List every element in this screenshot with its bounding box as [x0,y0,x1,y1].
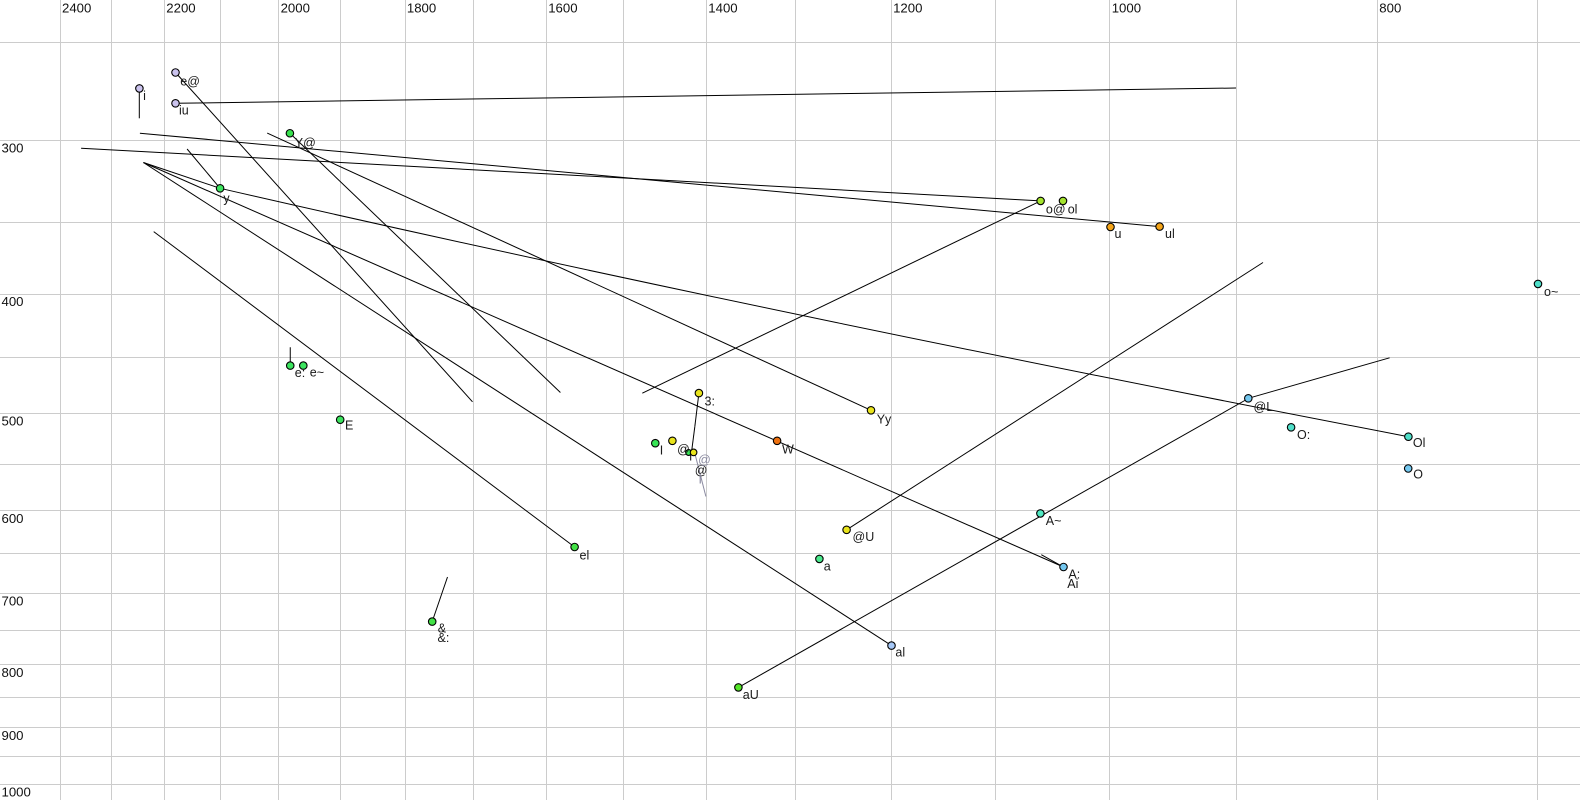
svg-text:O:: O: [1297,428,1310,442]
svg-text:1800: 1800 [407,0,436,15]
svg-text:1000: 1000 [2,784,31,799]
svg-text:2200: 2200 [166,0,195,15]
svg-text:A~: A~ [1046,514,1062,528]
svg-text:e@: e@ [180,74,200,88]
svg-text:I: I [660,443,663,457]
svg-text:e~: e~ [310,366,324,380]
svg-text:Ol: Ol [1413,436,1426,450]
svg-text:&: & [438,622,447,636]
svg-text:1600: 1600 [548,0,577,15]
svg-text:@U: @U [853,530,875,544]
svg-text:400: 400 [2,294,24,309]
svg-text:ul: ul [1165,227,1175,241]
svg-text:e:: e: [295,366,305,380]
svg-text:E: E [345,419,353,433]
svg-text:1200: 1200 [893,0,922,15]
svg-text:Ai: Ai [1067,577,1078,591]
svg-text:W: W [782,443,794,457]
svg-text:900: 900 [2,728,24,743]
svg-text:2000: 2000 [281,0,310,15]
svg-text:@: @ [695,464,708,478]
svg-text:aU: aU [743,688,759,702]
svg-text:1000: 1000 [1112,0,1141,15]
svg-text:ol: ol [1068,203,1078,217]
svg-text:500: 500 [2,414,24,429]
svg-text:300: 300 [2,140,24,155]
svg-text:@L: @L [1254,400,1274,414]
svg-text:2400: 2400 [62,0,91,15]
svg-text:Y@: Y@ [295,136,316,150]
svg-text:o~: o~ [1544,285,1558,299]
svg-text:i: i [143,89,146,103]
svg-text:O: O [1413,468,1423,482]
svg-text:&:: &: [438,631,450,645]
svg-text:600: 600 [2,511,24,526]
svg-text:iu: iu [179,104,189,118]
svg-text:A:: A: [1068,568,1080,582]
svg-text:I: I [699,473,702,487]
svg-text:a: a [824,560,831,574]
svg-text:Yy: Yy [877,412,892,426]
svg-text:el: el [580,548,590,562]
svg-text:y: y [223,191,230,205]
svg-text:@: @ [677,443,690,457]
svg-text:3:: 3: [705,395,715,409]
svg-text:800: 800 [2,665,24,680]
svg-text:@: @ [698,453,711,467]
svg-text:800: 800 [1379,0,1401,15]
svg-text:700: 700 [2,594,24,609]
svg-text:u: u [1115,227,1122,241]
svg-text:1400: 1400 [708,0,737,15]
svg-text:o@: o@ [1046,203,1066,217]
svg-text:al: al [895,646,905,660]
